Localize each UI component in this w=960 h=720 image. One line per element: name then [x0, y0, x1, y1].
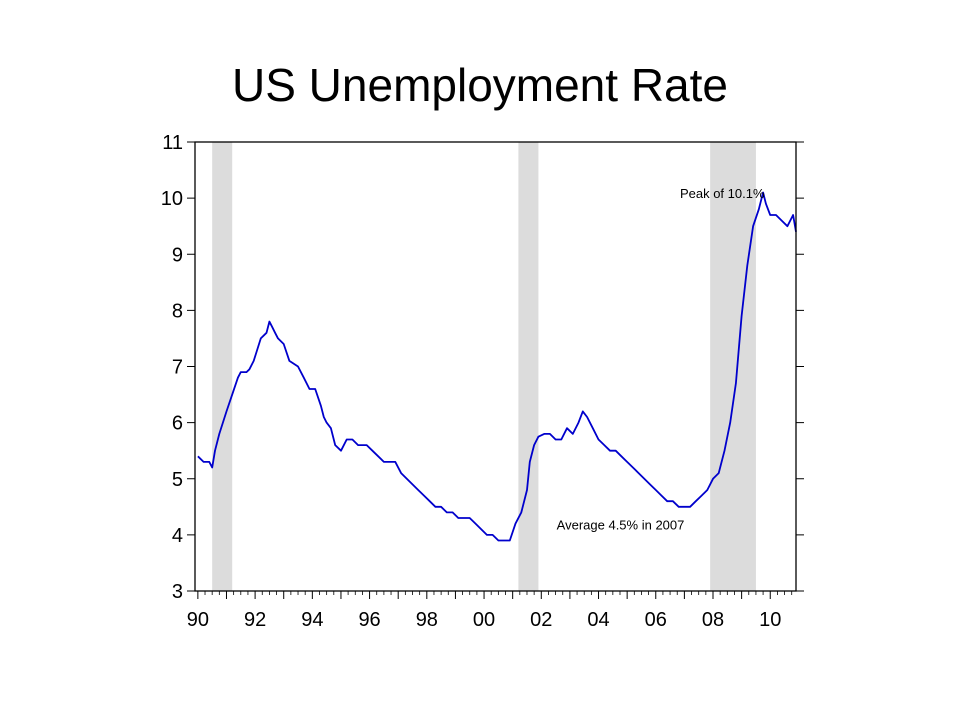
recession-band [710, 142, 756, 591]
x-tick-label: 04 [587, 609, 609, 631]
page-title: US Unemployment Rate [232, 59, 728, 111]
recession-bands [212, 142, 756, 591]
series-line [197, 191, 797, 542]
x-tick-label: 90 [187, 609, 209, 631]
y-tick-label: 10 [161, 188, 183, 210]
x-tick-label: 00 [473, 609, 495, 631]
y-tick-label: 8 [172, 300, 183, 322]
recession-band [518, 142, 539, 591]
x-tick-label: 94 [301, 609, 323, 631]
x-tick-label: 06 [645, 609, 667, 631]
annotation-label: Average 4.5% in 2007 [557, 517, 685, 532]
x-tick-label: 02 [530, 609, 552, 631]
x-tick-label: 96 [358, 609, 380, 631]
recession-band [212, 142, 233, 591]
x-tick-label: 92 [244, 609, 266, 631]
x-tick-label: 10 [759, 609, 781, 631]
y-tick-label: 3 [172, 581, 183, 603]
annotations: Peak of 10.1% Average 4.5% in 2007 [557, 186, 765, 532]
y-tick-label: 9 [172, 244, 183, 266]
x-axis-ticks: 90 92 94 96 98 00 02 04 06 08 10 [187, 591, 793, 631]
y-tick-label: 7 [172, 357, 183, 379]
y-tick-label: 11 [162, 132, 183, 154]
plot-frame [194, 141, 797, 592]
y-axis-ticks: 3 4 5 6 7 8 9 10 11 [161, 132, 804, 603]
y-tick-label: 6 [172, 413, 183, 435]
y-tick-label: 5 [172, 469, 183, 491]
x-tick-label: 98 [416, 609, 438, 631]
y-tick-label: 4 [172, 525, 183, 547]
x-tick-label: 08 [702, 609, 724, 631]
series-lines [197, 191, 797, 542]
annotation-label: Peak of 10.1% [680, 186, 765, 201]
